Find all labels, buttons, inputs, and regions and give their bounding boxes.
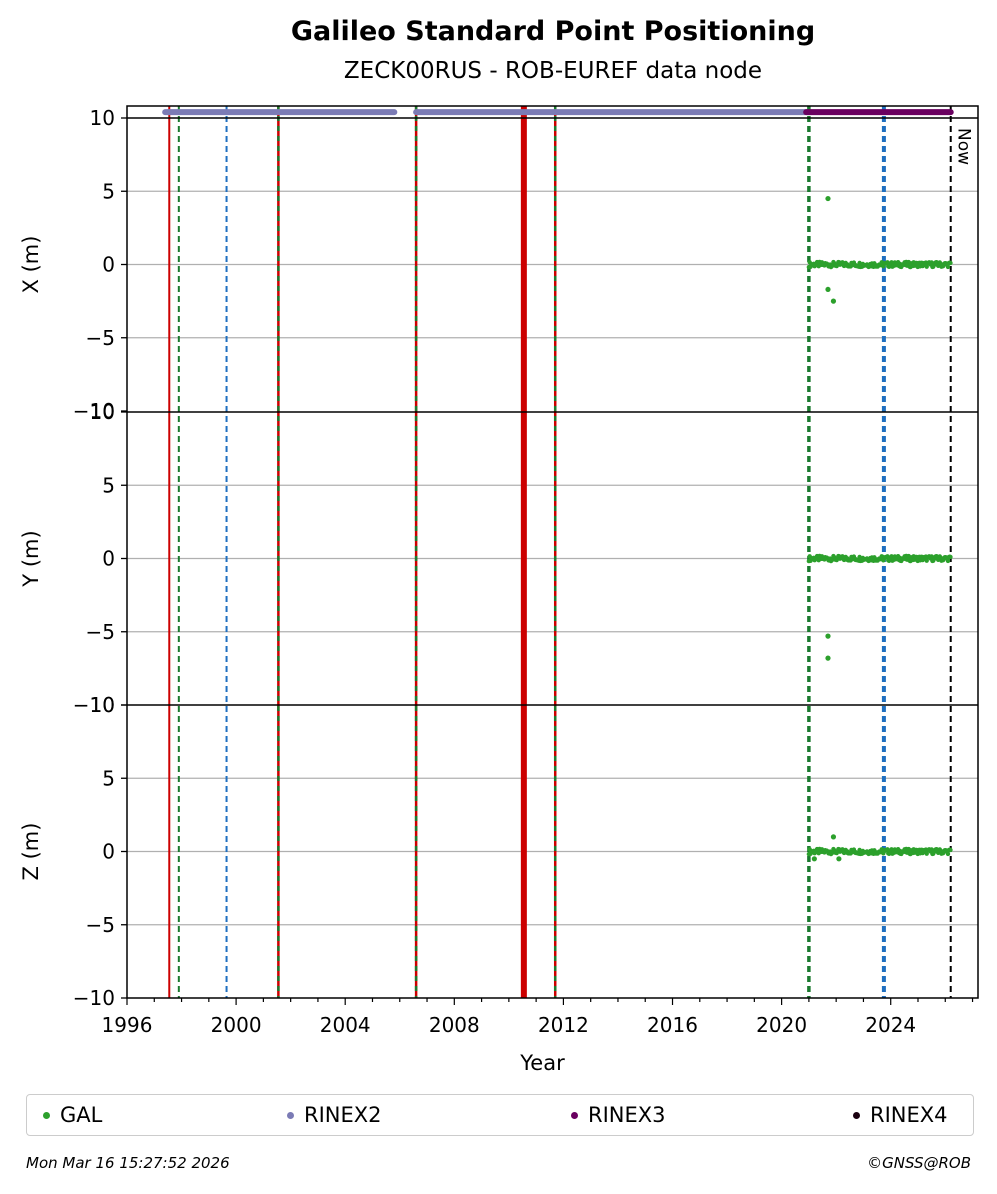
gal-point bbox=[948, 260, 953, 266]
legend-label-rinex4: RINEX4 bbox=[870, 1103, 948, 1127]
gal-point bbox=[948, 554, 953, 560]
chart-title: Galileo Standard Point Positioning bbox=[290, 16, 816, 47]
plot-frame bbox=[126, 105, 979, 999]
y-tick-label: 0 bbox=[102, 253, 115, 277]
legend-label-rinex3: RINEX3 bbox=[588, 1103, 666, 1127]
y-tick-label: −5 bbox=[86, 620, 115, 644]
gal-outlier-point bbox=[825, 286, 831, 293]
y-tick-label: 5 bbox=[102, 473, 115, 497]
y-tick-label: 10 bbox=[90, 400, 115, 424]
gal-outlier-point bbox=[825, 655, 831, 661]
chart-subtitle: ZECK00RUS - ROB-EUREF data node bbox=[343, 58, 763, 84]
legend: GAL RINEX2 RINEX3 RINEX4 bbox=[26, 1094, 974, 1136]
y-axis-label: X (m) bbox=[19, 236, 43, 294]
legend-item-gal: GAL bbox=[43, 1103, 102, 1127]
x-axis-label: Year bbox=[519, 1051, 565, 1075]
x-tick-label: 2024 bbox=[865, 1013, 916, 1037]
x-tick-label: 2020 bbox=[756, 1013, 807, 1037]
x-tick-label: 2016 bbox=[647, 1013, 698, 1037]
legend-item-rinex2: RINEX2 bbox=[287, 1103, 382, 1127]
y-tick-label: 5 bbox=[102, 179, 115, 203]
legend-item-rinex3: RINEX3 bbox=[571, 1103, 666, 1127]
gal-outlier-point bbox=[825, 195, 831, 202]
legend-label-gal: GAL bbox=[60, 1103, 103, 1127]
y-tick-label: −5 bbox=[86, 913, 115, 937]
y-tick-label: 5 bbox=[102, 766, 115, 790]
x-tick-label: 2004 bbox=[320, 1013, 371, 1037]
gal-point bbox=[945, 264, 951, 270]
y-tick-label: −10 bbox=[73, 399, 115, 423]
x-tick-label: 1996 bbox=[102, 1013, 153, 1037]
y-tick-label: −10 bbox=[73, 693, 115, 717]
legend-label-rinex2: RINEX2 bbox=[304, 1103, 382, 1127]
legend-marker-rinex4 bbox=[853, 1111, 860, 1119]
y-tick-label: 0 bbox=[102, 547, 115, 571]
footer-timestamp: Mon Mar 16 15:27:52 2026 bbox=[26, 1154, 230, 1172]
gal-outlier-point bbox=[836, 856, 842, 862]
y-tick-label: 10 bbox=[90, 106, 115, 130]
gal-outlier-point bbox=[811, 856, 817, 862]
y-axis-label: Y (m) bbox=[19, 530, 43, 587]
x-tick-label: 2008 bbox=[429, 1013, 480, 1037]
chart-canvas: 10 5 0 −5 −10 X (m) 10 5 0 −5 −10 Y (m) 10 5 0 −5 −10 Z (… bbox=[19, 105, 979, 1075]
y-tick-label: −10 bbox=[73, 986, 115, 1010]
gal-point bbox=[945, 851, 951, 857]
legend-marker-rinex2 bbox=[287, 1111, 294, 1119]
x-tick-label: 2012 bbox=[538, 1013, 589, 1037]
now-label: Now bbox=[954, 128, 974, 165]
gal-outlier-point bbox=[825, 633, 831, 639]
x-tick-label: 2000 bbox=[211, 1013, 262, 1037]
legend-marker-gal bbox=[43, 1111, 50, 1119]
gal-point bbox=[945, 558, 951, 564]
y-tick-label: −5 bbox=[86, 326, 115, 350]
y-tick-label: 10 bbox=[90, 693, 115, 717]
legend-marker-rinex3 bbox=[571, 1111, 578, 1119]
y-axis-label: Z (m) bbox=[19, 823, 43, 881]
gal-outlier-point bbox=[830, 298, 837, 304]
legend-item-rinex4: RINEX4 bbox=[853, 1103, 948, 1127]
gal-point bbox=[948, 847, 953, 853]
gal-outlier-point bbox=[830, 834, 837, 840]
y-tick-label: 0 bbox=[102, 840, 115, 864]
footer-credit: ©GNSS@ROB bbox=[867, 1154, 971, 1172]
